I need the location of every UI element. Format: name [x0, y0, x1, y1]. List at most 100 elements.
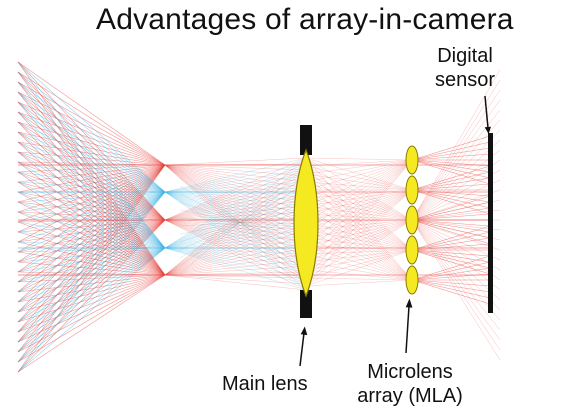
lens-ray [164, 219, 307, 291]
mla-ray [305, 181, 413, 251]
object-ray [17, 141, 166, 276]
lens-ray [164, 187, 307, 193]
digital-sensor-label: Digital sensor [420, 44, 510, 92]
main-lens-label: Main lens [222, 373, 308, 395]
annotation-arrows [299, 95, 491, 367]
object-ray [17, 91, 166, 276]
lens-ray [164, 164, 307, 171]
mla-ray [305, 159, 413, 279]
mla-ray [305, 205, 413, 221]
lens-ray [164, 274, 307, 291]
lens-ray [164, 199, 307, 276]
object-ray [17, 101, 166, 276]
lens-ray [164, 157, 307, 249]
mla-ray [305, 159, 413, 175]
mla-ray [305, 229, 413, 281]
object-ray [17, 141, 166, 166]
object-ray [17, 274, 166, 323]
mla-ray [305, 205, 413, 251]
mla-ray [305, 219, 413, 287]
gray-ray [179, 202, 301, 243]
sensor-ray [411, 273, 491, 281]
object-ray [17, 161, 166, 193]
lens-ray [164, 247, 307, 255]
lens-ray [164, 164, 307, 177]
sensor-ray [411, 213, 491, 221]
mla-ray [305, 159, 413, 183]
mla-ray [305, 159, 413, 231]
lens-ray [164, 211, 307, 276]
object-ray [17, 247, 166, 263]
object-ray [17, 121, 166, 249]
mla-ray [305, 173, 413, 191]
object-ray [17, 221, 166, 249]
object-ray [17, 221, 166, 276]
lens-ray [164, 219, 307, 285]
gray-ray [179, 193, 301, 252]
object-ray [17, 81, 166, 166]
sensor-ray [411, 249, 491, 257]
lens-ray [164, 164, 307, 255]
microlens [405, 145, 419, 175]
lens-ray [164, 164, 307, 231]
microlens [405, 235, 419, 265]
mla-ray [305, 157, 413, 191]
mla-ray [305, 189, 413, 263]
microlens-array [405, 145, 419, 295]
mla-ray [305, 165, 413, 281]
mla-ray [305, 197, 413, 281]
mla-ray [305, 159, 413, 223]
lens-ray [164, 191, 307, 279]
mla-ray [305, 221, 413, 251]
outer-ray [411, 89, 501, 221]
lens-ray [164, 191, 307, 237]
mla-ray [305, 249, 413, 279]
gray-ray [179, 186, 301, 259]
object-ray [17, 131, 166, 276]
lens-ray [164, 205, 307, 249]
object-ray [17, 141, 166, 249]
sensor-ray [411, 243, 491, 251]
lens-ray [164, 191, 307, 219]
lens-ray [164, 164, 307, 237]
object-ray [17, 121, 166, 166]
lens-ray [164, 164, 307, 183]
lens-ray [164, 157, 307, 221]
mla-ray [305, 189, 413, 271]
mla-ray [305, 189, 413, 239]
gray-ray [179, 217, 301, 228]
object-ray [17, 161, 166, 221]
object-ray [17, 91, 166, 166]
mla-ray [305, 165, 413, 251]
object-ray [17, 201, 166, 249]
mla-ray [305, 197, 413, 221]
mla-ray [305, 229, 413, 251]
lens-ray [164, 175, 307, 193]
lens-ray [164, 181, 307, 193]
mla-ray [305, 219, 413, 247]
mla-ray [305, 157, 413, 221]
object-ray [17, 274, 166, 353]
lens-ray [164, 217, 307, 249]
lens-ray [164, 164, 307, 273]
lens-ray [164, 175, 307, 249]
lens-ray [164, 164, 307, 279]
mla-ray [305, 157, 413, 161]
lens-ray [164, 247, 307, 273]
mla-ray [305, 173, 413, 281]
mla-ray [305, 159, 413, 239]
lens-ray [164, 199, 307, 249]
mla-ray [305, 181, 413, 221]
lens-ray [164, 187, 307, 249]
object-ray [17, 181, 166, 249]
main-lens-arrowhead [300, 326, 308, 336]
mla-ray [305, 159, 413, 247]
mla-ray [305, 205, 413, 281]
lens-ray [164, 157, 307, 166]
object-ray [17, 131, 166, 249]
lens-ray [164, 191, 307, 207]
mla-ray [305, 253, 413, 281]
outer-ray [411, 119, 501, 221]
lens-ray [164, 229, 307, 276]
